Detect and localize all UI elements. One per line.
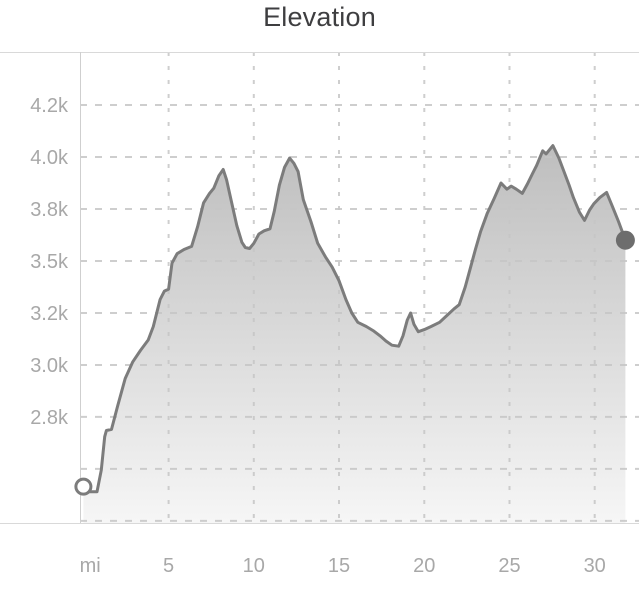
x-tick-label: 5 (163, 555, 174, 577)
end-marker (615, 230, 635, 250)
y-tick-label: 2.8k (30, 407, 69, 429)
x-tick-label: 25 (498, 555, 520, 577)
elevation-area-fill (83, 145, 626, 523)
chart-title: Elevation (263, 2, 376, 32)
x-tick-label: 30 (584, 555, 606, 577)
x-unit-label: mi (80, 555, 101, 577)
x-tick-label: 10 (243, 555, 265, 577)
x-tick-label: 15 (328, 555, 350, 577)
y-tick-label: 3.8k (30, 199, 69, 221)
y-tick-label: 4.0k (30, 147, 69, 169)
y-tick-label: 3.5k (30, 251, 69, 273)
start-marker (74, 477, 93, 496)
x-tick-label: 20 (413, 555, 435, 577)
elevation-line (81, 144, 627, 494)
y-tick-label: 4.2k (30, 95, 69, 117)
y-tick-label: 3.2k (30, 303, 69, 325)
y-tick-label: 3.0k (30, 355, 69, 377)
